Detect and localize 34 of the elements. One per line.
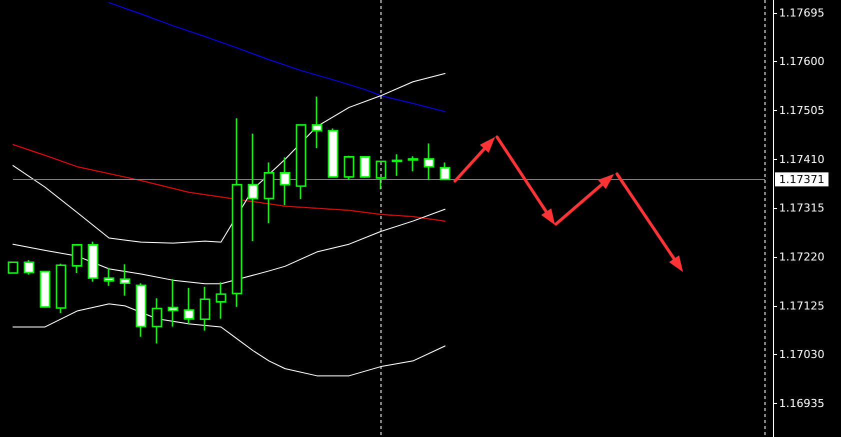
candlestick bbox=[312, 96, 322, 149]
y-tick-label: 1.17410 bbox=[779, 152, 824, 166]
ref-line-label: 1.17371 bbox=[779, 172, 824, 186]
candlestick bbox=[56, 262, 66, 314]
candlestick bbox=[216, 282, 226, 320]
y-tick-label: 1.17315 bbox=[779, 202, 824, 215]
line-series bbox=[12, 144, 446, 222]
candlestick bbox=[392, 153, 402, 177]
candlestick bbox=[232, 117, 242, 308]
candlestick bbox=[264, 162, 274, 224]
candlestick bbox=[328, 128, 338, 178]
y-tick-label: 1.16935 bbox=[779, 397, 824, 410]
y-tick-label: 1.17030 bbox=[779, 348, 824, 362]
candlestick bbox=[424, 142, 434, 181]
y-tick-label: 1.17125 bbox=[779, 299, 824, 312]
line-series bbox=[108, 2, 446, 112]
candlestick bbox=[200, 286, 210, 332]
candlestick bbox=[344, 155, 354, 181]
y-tick-label: 1.17220 bbox=[779, 250, 824, 264]
candlestick bbox=[408, 156, 418, 172]
y-tick-label: 1.17600 bbox=[779, 55, 824, 68]
candlestick bbox=[376, 160, 386, 190]
candlestick bbox=[440, 162, 450, 180]
line-series bbox=[12, 73, 446, 244]
candlestick bbox=[24, 259, 34, 276]
candlestick bbox=[360, 156, 370, 179]
candlestick bbox=[280, 156, 290, 206]
candlestick bbox=[8, 261, 18, 274]
candlestick bbox=[152, 297, 162, 344]
y-tick-label: 1.17695 bbox=[779, 6, 824, 20]
candlestick bbox=[40, 270, 50, 308]
y-tick-label: 1.17505 bbox=[779, 104, 824, 118]
candlestick bbox=[72, 243, 82, 274]
candlestick bbox=[296, 124, 306, 200]
